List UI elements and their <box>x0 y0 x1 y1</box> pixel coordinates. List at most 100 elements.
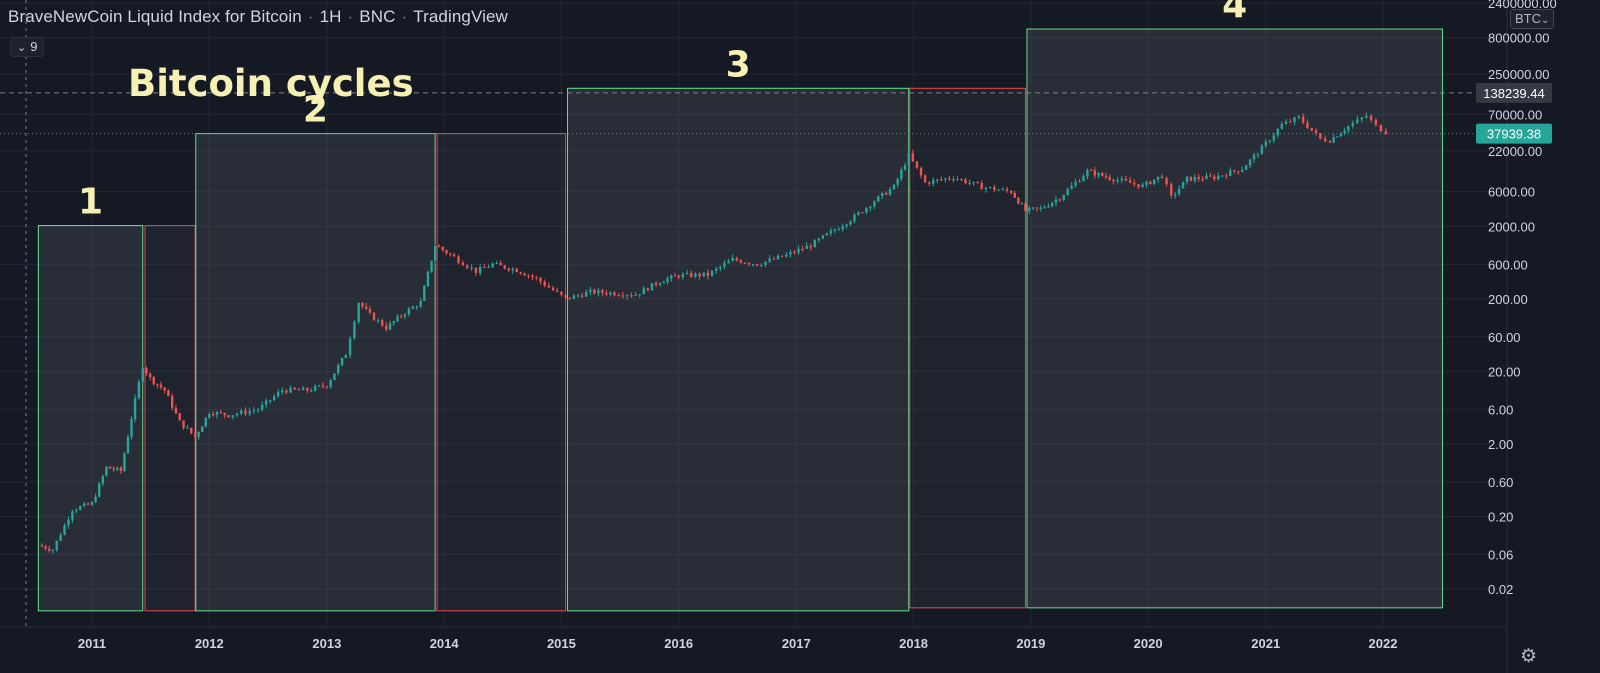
candle-body <box>178 413 181 421</box>
candle-body <box>658 283 662 285</box>
symbol-name[interactable]: BraveNewCoin Liquid Index for Bitcoin <box>8 7 302 26</box>
candle-body <box>515 268 518 273</box>
candle-body <box>1276 128 1280 136</box>
candle-body <box>613 292 616 296</box>
crosshair-price-label: 138239.44 <box>1483 86 1544 101</box>
candle-body <box>805 245 808 250</box>
candle-body <box>141 368 144 382</box>
candle-body <box>797 248 800 253</box>
candle-body <box>927 182 931 184</box>
candle-body <box>1347 126 1350 131</box>
candle-body <box>861 212 864 214</box>
candle-body <box>1031 207 1035 209</box>
exchange-label: BNC <box>359 7 396 26</box>
candle-body <box>1343 130 1346 134</box>
candle-body <box>932 180 935 184</box>
candle-body <box>849 221 852 225</box>
candle-body <box>735 257 738 261</box>
candle-body <box>1112 179 1115 182</box>
candle-body <box>911 153 915 162</box>
candle-body <box>884 192 888 195</box>
candle-body <box>1001 188 1005 190</box>
candle-body <box>461 262 465 266</box>
chart-title: Bitcoin cycles <box>128 62 414 105</box>
chevron-down-icon: ⌄ <box>1541 15 1550 26</box>
candle-body <box>976 181 979 184</box>
currency-button[interactable]: BTC⌄ <box>1510 9 1555 29</box>
candle-body <box>313 386 317 391</box>
candle-body <box>873 201 876 207</box>
candle-body <box>452 254 456 257</box>
candle-body <box>1225 175 1228 177</box>
candle-body <box>423 286 426 301</box>
candle-body <box>174 407 178 414</box>
candle-body <box>396 316 399 322</box>
candle-body <box>1013 193 1016 198</box>
candle-body <box>1248 159 1252 166</box>
candle-body <box>1149 181 1152 185</box>
candle-body <box>1082 176 1085 182</box>
bear-cycle-box <box>909 87 1026 609</box>
price-axis[interactable]: 2400000.00 800000.00 250000.00 70000.00 2200… <box>1476 0 1557 597</box>
time-tick-label: 2016 <box>664 636 693 651</box>
candle-body <box>556 290 559 292</box>
candle-body <box>137 381 141 398</box>
time-tick-label: 2017 <box>782 636 811 651</box>
candle-body <box>321 385 325 387</box>
candle-body <box>576 295 580 297</box>
candle-body <box>853 214 856 222</box>
candle-body <box>289 387 292 393</box>
candle-body <box>333 373 336 380</box>
candle-body <box>163 387 166 391</box>
candle-body <box>244 410 247 414</box>
currency-label: BTC <box>1515 11 1541 26</box>
candle-body <box>952 179 955 181</box>
candle-body <box>190 427 193 434</box>
candle-body <box>1181 181 1185 189</box>
candle-body <box>1156 176 1160 180</box>
candle-body <box>1070 185 1073 190</box>
candle-body <box>1043 207 1046 209</box>
time-axis[interactable]: 2011 2012 2013 2014 2015 2016 2017 2018 2019 2020… <box>78 636 1398 651</box>
candle-body <box>764 261 767 266</box>
interval-label[interactable]: 1H <box>319 7 342 26</box>
candle-body <box>466 265 469 268</box>
candle-body <box>441 247 444 251</box>
candle-body <box>86 503 90 505</box>
candle-body <box>457 256 460 263</box>
candle-body <box>642 288 645 295</box>
candle-body <box>433 245 437 261</box>
candle-body <box>281 390 284 393</box>
candle-body <box>426 271 430 287</box>
price-tick-label: 0.60 <box>1488 475 1513 490</box>
candle-body <box>605 292 608 295</box>
candle-body <box>1093 170 1097 176</box>
candle-body <box>944 178 947 180</box>
candle-body <box>1104 175 1108 178</box>
bull-cycle-box <box>195 133 436 612</box>
candle-body <box>601 290 604 293</box>
candle-body <box>507 268 510 271</box>
candle-body <box>1217 175 1220 180</box>
candle-body <box>825 233 829 236</box>
candle-body <box>743 262 747 264</box>
candle-body <box>1323 138 1327 142</box>
candle-body <box>1173 194 1177 196</box>
candle-body <box>1293 117 1296 122</box>
candle-body <box>1039 207 1043 209</box>
candle-body <box>361 302 364 307</box>
candle-body <box>385 325 388 330</box>
candle-body <box>747 263 751 265</box>
settings-gear-icon[interactable]: ⚙ <box>1520 646 1538 667</box>
candle-body <box>285 390 288 393</box>
time-tick-label: 2015 <box>547 636 576 651</box>
candle-body <box>474 267 478 273</box>
indicators-toggle-button[interactable]: ⌄ 9 <box>10 37 45 57</box>
candle-body <box>837 229 840 231</box>
candle-body <box>372 312 376 321</box>
candle-body <box>437 245 441 248</box>
candle-body <box>1268 140 1272 142</box>
candle-body <box>1024 203 1027 211</box>
candle-body <box>503 265 506 269</box>
